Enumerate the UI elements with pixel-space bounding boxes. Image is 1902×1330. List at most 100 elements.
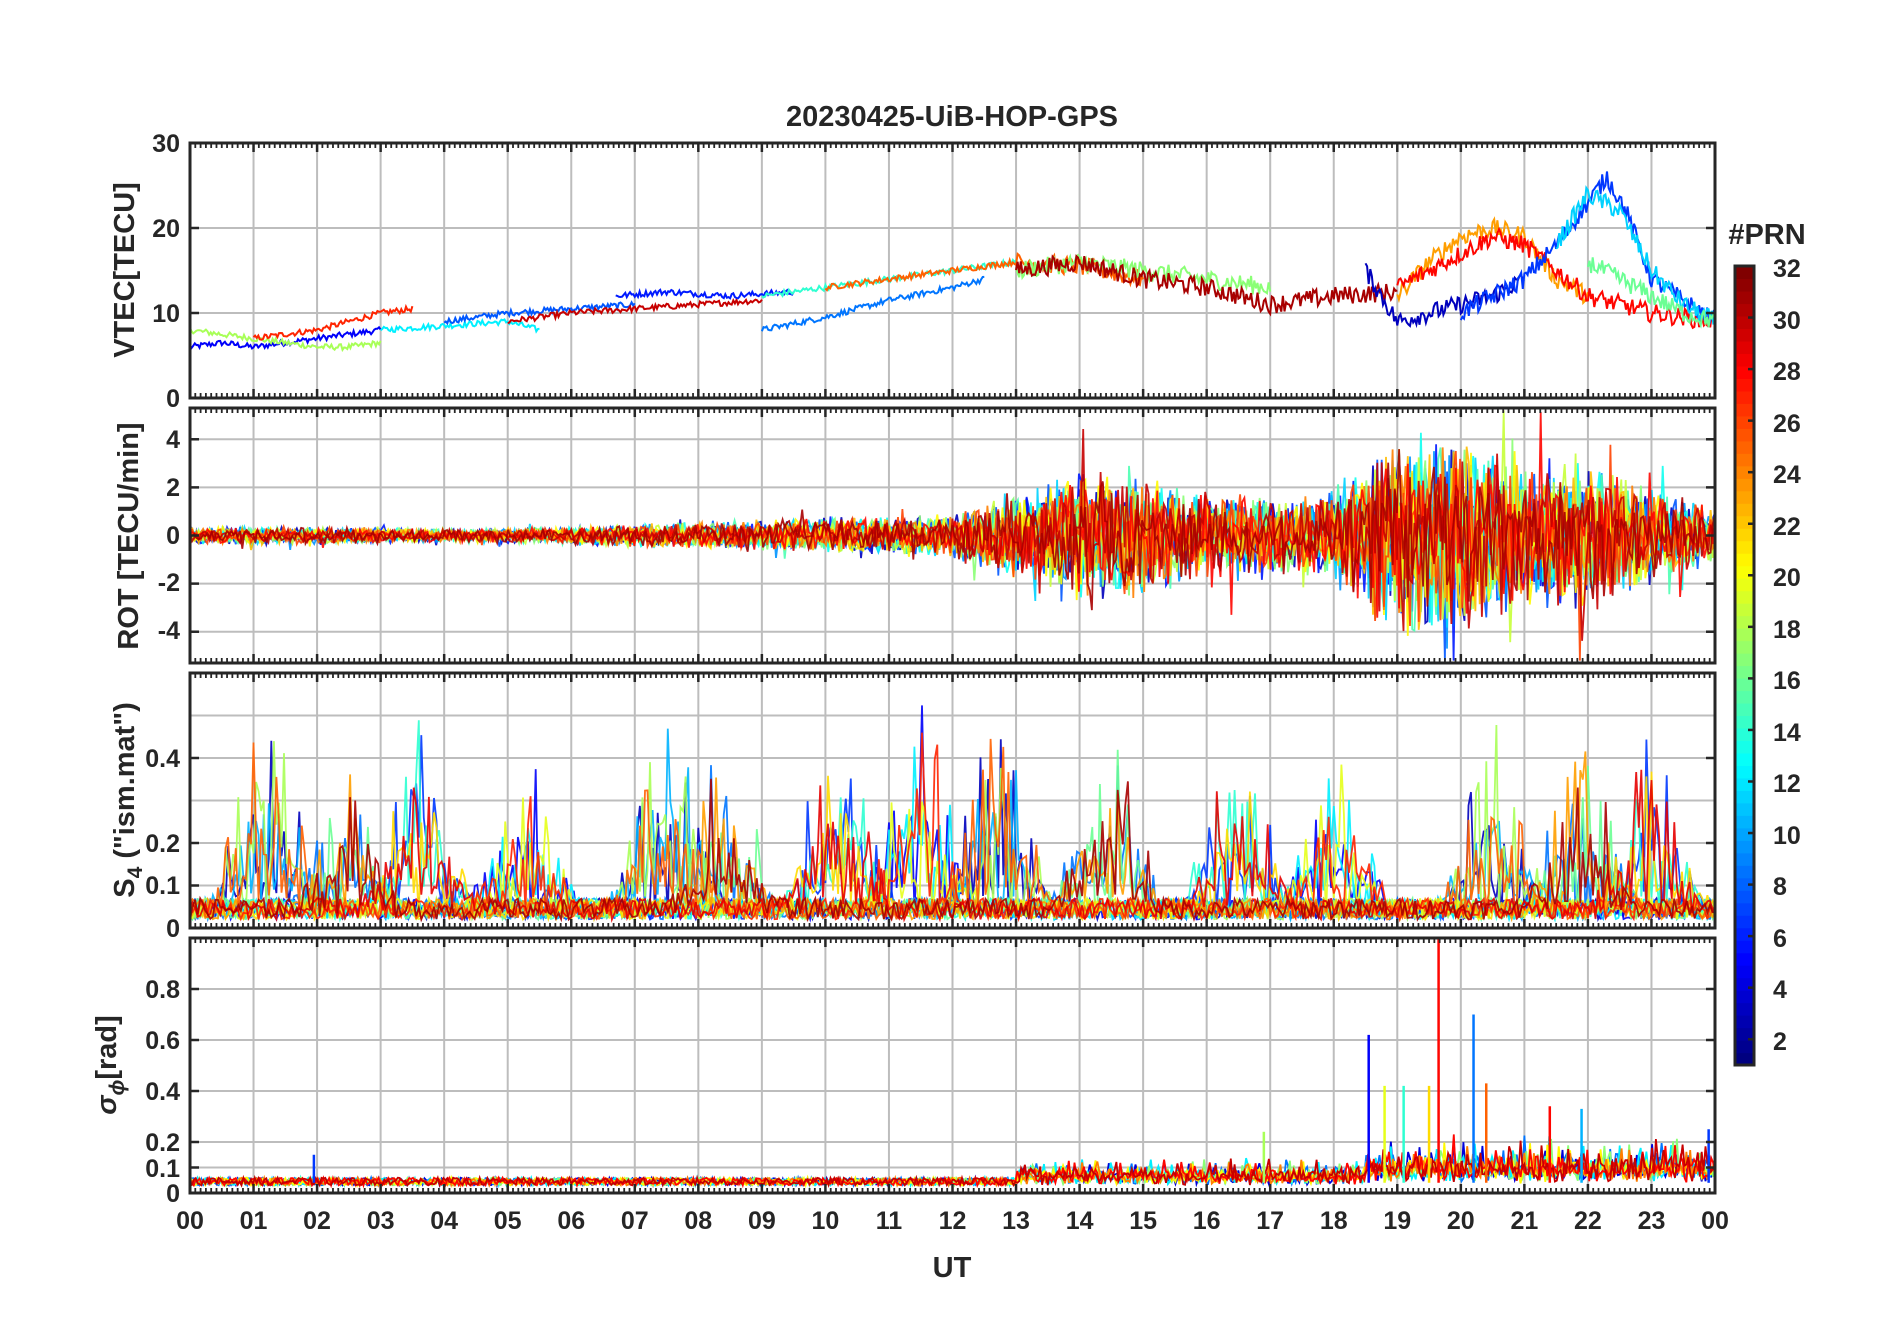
colorbar-swatch [1735, 940, 1754, 954]
colorbar-swatch [1735, 303, 1754, 317]
colorbar-swatch [1735, 290, 1754, 305]
colorbar-swatch [1735, 415, 1754, 429]
x-tick-label: 05 [494, 1207, 522, 1235]
colorbar-tick-label: 2 [1773, 1028, 1787, 1056]
colorbar-swatch [1735, 515, 1754, 529]
x-tick-label: 17 [1256, 1207, 1284, 1235]
colorbar-swatch [1735, 827, 1754, 841]
rot-series-line [190, 449, 1715, 611]
vtec-series-line [1459, 171, 1715, 331]
rot-ytick-4: 4 [166, 426, 180, 454]
vtec-series-line [1586, 257, 1715, 329]
colorbar-swatch [1735, 815, 1754, 829]
colorbar-tick-label: 6 [1773, 925, 1787, 953]
colorbar-tick-label: 20 [1773, 564, 1801, 592]
colorbar-swatch [1735, 328, 1754, 342]
colorbar-swatch [1735, 1027, 1754, 1041]
colorbar-swatch [1735, 266, 1754, 280]
x-tick-label: 19 [1383, 1207, 1411, 1235]
x-axis-label: UT [933, 1252, 972, 1284]
sigma-series-line [190, 1139, 1715, 1188]
colorbar-swatch [1735, 840, 1754, 854]
x-tick-label: 00 [176, 1207, 204, 1235]
vtec-series-line [190, 327, 382, 353]
colorbar-swatch [1735, 677, 1754, 692]
colorbar-swatch [1735, 278, 1754, 292]
figure-title: 20230425-UiB-HOP-GPS [786, 101, 1118, 133]
s4-series-line [190, 778, 1715, 923]
colorbar-swatch [1735, 628, 1754, 642]
colorbar-swatch [1735, 315, 1754, 330]
colorbar-swatches [1735, 266, 1754, 1066]
vtec-axis-ticks [188, 141, 1717, 400]
sigma-ylabel-rest: [rad] [91, 1015, 123, 1079]
vtec-ytick-20: 20 [152, 215, 180, 243]
colorbar-swatch [1735, 1040, 1754, 1054]
vtec-series [190, 171, 1715, 353]
x-tick-label: 21 [1510, 1207, 1538, 1235]
colorbar-swatch [1735, 777, 1754, 791]
x-tick-label: 01 [240, 1207, 268, 1235]
colorbar-swatch [1735, 528, 1754, 542]
vtec-panel: 0 10 20 30 VTEC[TECU] [109, 130, 1717, 413]
vtec-series-line [615, 287, 795, 300]
colorbar-swatch [1735, 802, 1754, 816]
sigma-ytick-08: 0.8 [145, 976, 180, 1004]
colorbar-tick-label: 22 [1773, 513, 1801, 541]
colorbar-tick-label: 28 [1773, 358, 1801, 386]
colorbar-swatch [1735, 540, 1754, 554]
colorbar-tick-label: 12 [1773, 770, 1801, 798]
colorbar-swatch [1735, 453, 1754, 467]
colorbar-swatch [1735, 390, 1754, 404]
colorbar-swatch [1735, 965, 1754, 979]
x-tick-label: 11 [876, 1207, 903, 1235]
vtec-ytick-10: 10 [152, 300, 180, 328]
colorbar-tick-label: 24 [1773, 461, 1801, 489]
colorbar-swatch [1735, 340, 1754, 354]
colorbar-swatch [1735, 1002, 1754, 1016]
x-tick-label: 10 [811, 1207, 839, 1235]
x-tick-label: 22 [1574, 1207, 1602, 1235]
colorbar-frame [1733, 264, 1756, 1067]
x-tick-label: 16 [1193, 1207, 1221, 1235]
x-tick-label: 14 [1066, 1207, 1094, 1235]
colorbar: #PRN 2 4 6 8 10 12 14 16 18 20 22 24 26 … [1728, 219, 1806, 1067]
rot-axis-ticks [188, 408, 1717, 663]
sigma-ylabel-sub: ϕ [106, 1080, 129, 1096]
x-tick-label: 18 [1320, 1207, 1348, 1235]
colorbar-label: #PRN [1728, 219, 1805, 251]
colorbar-swatch [1735, 990, 1754, 1004]
s4-ytick-02: 0.2 [145, 830, 180, 858]
colorbar-swatch [1735, 752, 1754, 766]
vtec-ytick-30: 30 [152, 130, 180, 158]
s4-axis-ticks [188, 673, 1717, 930]
sigma-ytick-02: 0.2 [145, 1129, 180, 1157]
colorbar-swatch [1735, 890, 1754, 904]
x-tick-label: 15 [1129, 1207, 1157, 1235]
colorbar-swatch [1735, 653, 1754, 667]
colorbar-tick-label: 8 [1773, 873, 1787, 901]
colorbar-swatch [1735, 428, 1754, 442]
x-tick-label: 23 [1638, 1207, 1666, 1235]
s4-panel: 0 0.1 0.2 0.4 S4 ("ism.mat") [109, 671, 1717, 943]
sigma-ytick-06: 0.6 [145, 1027, 180, 1055]
colorbar-tick-label: 10 [1773, 822, 1801, 850]
vtec-ytick-0: 0 [166, 385, 180, 413]
x-tick-label: 00 [1701, 1207, 1729, 1235]
sigma-ylabel-main: σ [91, 1094, 123, 1115]
colorbar-ticks [1748, 264, 1754, 1041]
colorbar-swatch [1735, 690, 1754, 704]
colorbar-swatch [1735, 727, 1754, 741]
colorbar-swatch [1735, 740, 1754, 754]
sigma-ytick-0: 0 [166, 1180, 180, 1208]
colorbar-tick-label: 14 [1773, 719, 1801, 747]
colorbar-swatch [1735, 715, 1754, 729]
colorbar-swatch [1735, 615, 1754, 629]
colorbar-swatch [1735, 440, 1754, 454]
sigma-ytick-04: 0.4 [145, 1078, 180, 1106]
vtec-ylabel: VTEC[TECU] [109, 182, 141, 358]
x-tick-label: 07 [621, 1207, 649, 1235]
x-tick-label: 06 [557, 1207, 585, 1235]
colorbar-tick-label: 16 [1773, 667, 1801, 695]
